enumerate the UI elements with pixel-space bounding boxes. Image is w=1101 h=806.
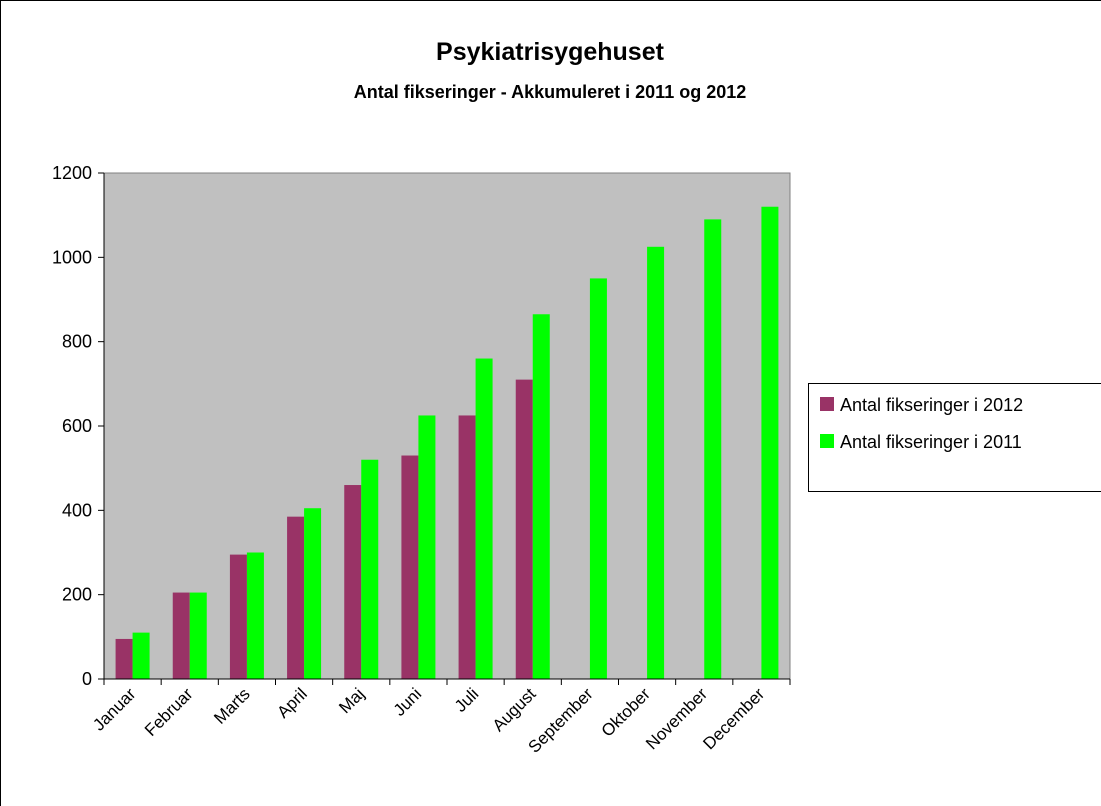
chart-subtitle: Antal fikseringer - Akkumuleret i 2011 o… bbox=[354, 82, 747, 102]
bar bbox=[246, 552, 264, 679]
y-tick-label: 0 bbox=[82, 669, 92, 689]
bar bbox=[647, 246, 665, 679]
chart-title: Psykiatrisygehuset bbox=[436, 38, 665, 66]
bar bbox=[361, 459, 379, 679]
bar bbox=[172, 592, 190, 679]
bar bbox=[532, 314, 550, 679]
bar bbox=[589, 278, 607, 679]
bar bbox=[458, 415, 476, 679]
legend-label: Antal fikseringer i 2011 bbox=[840, 432, 1022, 452]
bar bbox=[189, 592, 207, 679]
legend-swatch bbox=[820, 434, 834, 448]
y-tick-label: 1200 bbox=[52, 163, 92, 183]
bar bbox=[287, 516, 305, 679]
y-tick-label: 400 bbox=[62, 500, 92, 520]
bar bbox=[115, 638, 133, 679]
y-tick-label: 200 bbox=[62, 585, 92, 605]
bar bbox=[475, 358, 493, 679]
legend-swatch bbox=[820, 397, 834, 411]
bar bbox=[132, 632, 150, 679]
bar bbox=[304, 508, 322, 679]
y-tick-label: 800 bbox=[62, 332, 92, 352]
bar bbox=[515, 379, 533, 679]
bar bbox=[761, 206, 779, 679]
bar bbox=[229, 554, 247, 679]
y-tick-label: 1000 bbox=[52, 247, 92, 267]
bar bbox=[418, 415, 436, 679]
bar bbox=[401, 455, 419, 679]
y-tick-label: 600 bbox=[62, 416, 92, 436]
plot-area bbox=[103, 172, 791, 680]
bar bbox=[344, 485, 362, 679]
legend-box bbox=[808, 383, 1101, 492]
bar bbox=[704, 219, 722, 679]
legend-label: Antal fikseringer i 2012 bbox=[840, 395, 1023, 415]
